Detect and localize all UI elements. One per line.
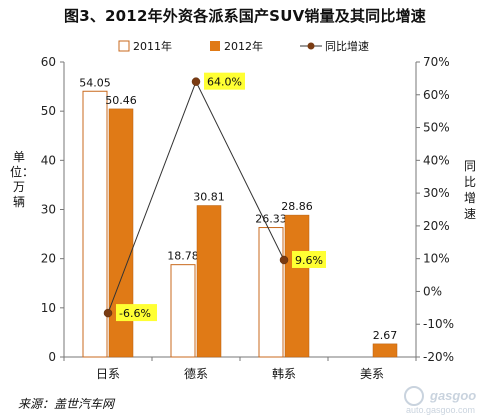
growth-label-bg — [116, 304, 157, 322]
x-tick-label: 德系 — [184, 366, 208, 381]
y-tick-label: 60 — [41, 55, 56, 69]
source-note: 来源：盖世汽车网 — [18, 397, 115, 411]
chart-title: 图3、2012年外资各派系国产SUV销量及其同比增速 — [64, 7, 426, 25]
y-tick-label: 50 — [41, 104, 56, 118]
growth-label: -6.6% — [119, 307, 151, 320]
watermark-logo: gasgoo auto.gasgoo.com — [404, 386, 476, 415]
y-tick-label: 30 — [41, 203, 56, 217]
y2-tick-label: 40% — [423, 153, 450, 167]
bar-2012 — [284, 214, 310, 358]
bar-2012-label: 30.81 — [193, 191, 225, 204]
bar-2012-label: 2.67 — [373, 329, 398, 342]
y2-tick-label: 30% — [423, 186, 450, 200]
y2-tick-label: 60% — [423, 88, 450, 102]
growth-label-bg — [292, 250, 326, 268]
growth-label-bg — [204, 72, 245, 90]
legend-label-2011: 2011年 — [133, 39, 172, 53]
svg-text:gasgoo: gasgoo — [429, 388, 476, 403]
y-tick-label: 10 — [41, 301, 56, 315]
y2-axis-label: 同比增速 — [463, 159, 476, 221]
y-axis-label: 单位：万辆 — [10, 150, 35, 209]
y-tick-label: 20 — [41, 252, 56, 266]
bar-2012 — [196, 205, 222, 358]
legend-label-2012: 2012年 — [224, 39, 263, 53]
y-tick-label: 40 — [41, 153, 56, 167]
bar-2012-label: 28.86 — [281, 200, 313, 213]
y2-tick-label: 10% — [423, 252, 450, 266]
legend-swatch-2012 — [210, 41, 220, 51]
y2-tick-label: 70% — [423, 55, 450, 69]
legend-swatch-2011 — [118, 40, 130, 52]
bar-2011 — [82, 90, 108, 358]
growth-label: 9.6% — [295, 254, 323, 267]
x-tick-label: 日系 — [96, 367, 120, 381]
bar-2012 — [372, 343, 398, 358]
bar-2011-label: 18.78 — [167, 250, 199, 263]
y2-tick-label: -20% — [423, 350, 454, 364]
legend-label-growth: 同比增速 — [325, 39, 369, 53]
growth-point — [191, 77, 201, 86]
y2-tick-label: 0% — [423, 284, 442, 298]
y2-tick-label: 20% — [423, 219, 450, 233]
bar-2011-label: 54.05 — [79, 76, 111, 89]
watermark-url: auto.gasgoo.com — [406, 405, 475, 415]
bar-2011 — [170, 264, 196, 358]
growth-point — [103, 308, 113, 318]
bar-2011-label: 26.33 — [255, 213, 287, 226]
x-tick-label: 美系 — [360, 367, 384, 381]
y2-tick-label: -10% — [423, 317, 454, 331]
growth-label: 64.0% — [207, 76, 242, 89]
y2-tick-label: 50% — [423, 121, 450, 135]
x-tick-label: 韩系 — [272, 366, 296, 381]
growth-point — [279, 255, 289, 265]
y-tick-label: 0 — [48, 350, 56, 364]
bar-2011 — [258, 227, 284, 358]
bar-2012-label: 50.46 — [105, 94, 137, 107]
legend-marker-growth — [307, 42, 315, 50]
